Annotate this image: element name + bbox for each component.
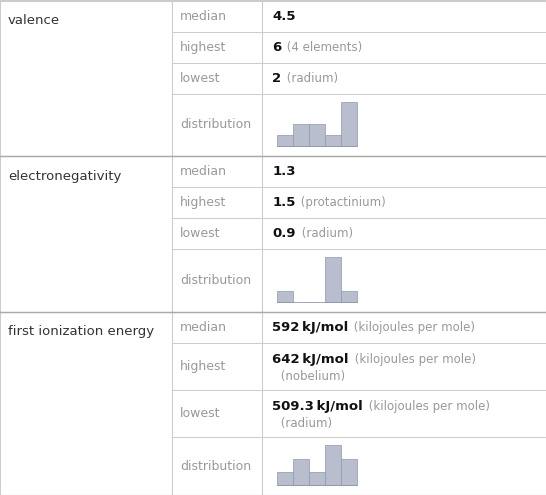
Text: median: median — [180, 9, 227, 23]
Text: highest: highest — [180, 360, 227, 373]
Bar — [341, 291, 357, 301]
Text: distribution: distribution — [180, 118, 251, 132]
Text: lowest: lowest — [180, 407, 221, 420]
Text: (protactinium): (protactinium) — [298, 196, 386, 209]
Text: distribution: distribution — [180, 274, 251, 287]
Text: distribution: distribution — [180, 460, 251, 473]
Text: 509.3 kJ/mol: 509.3 kJ/mol — [272, 400, 363, 413]
Text: highest: highest — [180, 196, 227, 209]
Text: lowest: lowest — [180, 72, 221, 85]
Bar — [293, 124, 309, 146]
Bar — [293, 458, 309, 486]
Text: (radium): (radium) — [298, 227, 353, 241]
Text: highest: highest — [180, 41, 227, 53]
Text: (4 elements): (4 elements) — [283, 41, 363, 53]
Bar — [341, 458, 357, 486]
Bar — [277, 291, 293, 301]
Bar — [341, 102, 357, 146]
Text: (nobelium): (nobelium) — [277, 370, 345, 383]
Text: 2: 2 — [272, 72, 281, 85]
Text: 592 kJ/mol: 592 kJ/mol — [272, 321, 348, 334]
Bar — [309, 124, 325, 146]
Text: 4.5: 4.5 — [272, 9, 295, 23]
Text: 0.9: 0.9 — [272, 227, 295, 241]
Text: 642 kJ/mol: 642 kJ/mol — [272, 353, 348, 366]
Bar — [309, 472, 325, 486]
Text: (radium): (radium) — [277, 417, 332, 430]
Text: median: median — [180, 165, 227, 178]
Bar — [325, 257, 341, 301]
Bar — [277, 472, 293, 486]
Text: (kilojoules per mole): (kilojoules per mole) — [365, 400, 490, 413]
Text: valence: valence — [8, 14, 60, 27]
Text: first ionization energy: first ionization energy — [8, 325, 154, 338]
Bar — [277, 135, 293, 146]
Text: 1.5: 1.5 — [272, 196, 295, 209]
Text: median: median — [180, 321, 227, 334]
Text: electronegativity: electronegativity — [8, 170, 121, 183]
Text: lowest: lowest — [180, 227, 221, 241]
Bar — [325, 135, 341, 146]
Bar — [325, 445, 341, 486]
Text: (kilojoules per mole): (kilojoules per mole) — [351, 353, 476, 366]
Text: (kilojoules per mole): (kilojoules per mole) — [351, 321, 476, 334]
Text: 1.3: 1.3 — [272, 165, 295, 178]
Text: (radium): (radium) — [283, 72, 339, 85]
Text: 6: 6 — [272, 41, 281, 53]
